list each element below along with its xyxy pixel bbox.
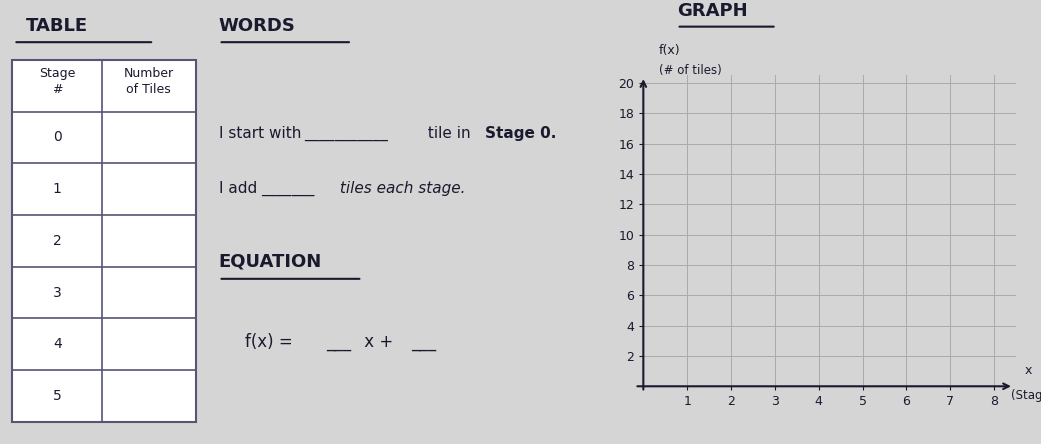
Text: f(x): f(x) (659, 44, 681, 57)
Text: Stage 0.: Stage 0. (485, 126, 557, 141)
Text: (Stage #): (Stage #) (1011, 388, 1041, 402)
Text: Number
of Tiles: Number of Tiles (124, 67, 174, 96)
Text: 2: 2 (53, 234, 61, 248)
Text: f(x) =: f(x) = (245, 333, 298, 351)
Text: 0: 0 (53, 131, 61, 144)
Text: 5: 5 (53, 389, 61, 403)
Text: tile in: tile in (423, 126, 475, 141)
Text: Stage
#: Stage # (40, 67, 75, 96)
Text: ___: ___ (326, 333, 351, 351)
Text: x: x (1024, 364, 1032, 377)
Text: 1: 1 (53, 182, 61, 196)
Text: GRAPH: GRAPH (677, 1, 747, 20)
Text: _______: _______ (261, 181, 314, 196)
Text: tiles each stage.: tiles each stage. (335, 181, 465, 196)
Text: 4: 4 (53, 337, 61, 351)
Text: 3: 3 (53, 285, 61, 300)
Text: I add: I add (219, 181, 261, 196)
Text: EQUATION: EQUATION (219, 252, 322, 270)
Text: TABLE: TABLE (26, 17, 88, 35)
Text: ___________: ___________ (304, 126, 388, 141)
Text: ___: ___ (411, 333, 436, 351)
Text: I start with: I start with (219, 126, 306, 141)
Text: x +: x + (359, 333, 399, 351)
Text: (# of tiles): (# of tiles) (659, 64, 721, 77)
Bar (12, 60, 196, 422)
Text: WORDS: WORDS (219, 17, 296, 35)
